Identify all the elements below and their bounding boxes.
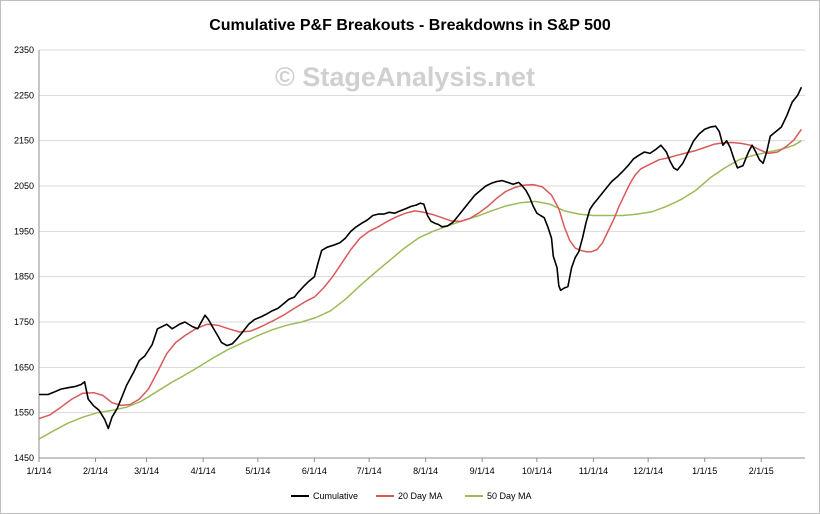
x-tick-label: 3/1/14 — [134, 466, 159, 476]
series-line-50-day-ma — [38, 140, 802, 440]
x-tick-label: 10/1/14 — [522, 466, 552, 476]
watermark: © StageAnalysis.net — [275, 62, 535, 92]
y-tick-label: 2150 — [14, 136, 34, 146]
x-tick-label: 5/1/14 — [245, 466, 270, 476]
series-line-20-day-ma — [38, 128, 803, 420]
x-tick-label: 11/1/14 — [579, 466, 608, 476]
y-tick-label: 1750 — [14, 317, 34, 327]
y-tick-label: 1850 — [14, 272, 34, 282]
legend: Cumulative 20 Day MA 50 Day MA — [291, 491, 532, 501]
y-tick-label: 2250 — [14, 90, 34, 100]
x-axis-tick-labels: 1/1/14 2/1/14 3/1/14 4/1/14 5/1/14 6/1/14 7/1/… — [26, 466, 773, 476]
y-tick-label: 2350 — [14, 45, 34, 55]
legend-label-50-day-ma: 50 Day MA — [487, 491, 532, 501]
y-axis-tick-labels: 1450 1550 1650 1750 1850 1950 2050 2150 2250 2350 — [14, 45, 34, 463]
y-tick-label: 1950 — [14, 226, 34, 236]
y-tick-label: 1550 — [14, 408, 34, 418]
x-tick-label: 9/1/14 — [470, 466, 495, 476]
legend-label-cumulative: Cumulative — [313, 491, 358, 501]
x-tick-label: 12/1/14 — [633, 466, 663, 476]
x-tick-label: 7/1/14 — [357, 466, 382, 476]
gridlines — [39, 49, 805, 414]
series-line-cumulative — [39, 86, 803, 430]
y-tick-label: 2050 — [14, 181, 34, 191]
y-tick-label: 1450 — [14, 453, 34, 463]
x-tick-label: 6/1/14 — [302, 466, 327, 476]
x-tick-label: 8/1/14 — [413, 466, 438, 476]
x-tick-label: 1/1/14 — [26, 466, 51, 476]
axes — [38, 50, 805, 462]
x-tick-label: 1/1/15 — [692, 466, 717, 476]
legend-label-20-day-ma: 20 Day MA — [398, 491, 443, 501]
x-tick-label: 2/1/15 — [749, 466, 774, 476]
y-tick-label: 1650 — [14, 362, 34, 372]
x-tick-label: 2/1/14 — [83, 466, 108, 476]
series-lines — [38, 86, 803, 440]
chart-title: Cumulative P&F Breakouts - Breakdowns in… — [209, 17, 611, 34]
x-tick-label: 4/1/14 — [191, 466, 216, 476]
